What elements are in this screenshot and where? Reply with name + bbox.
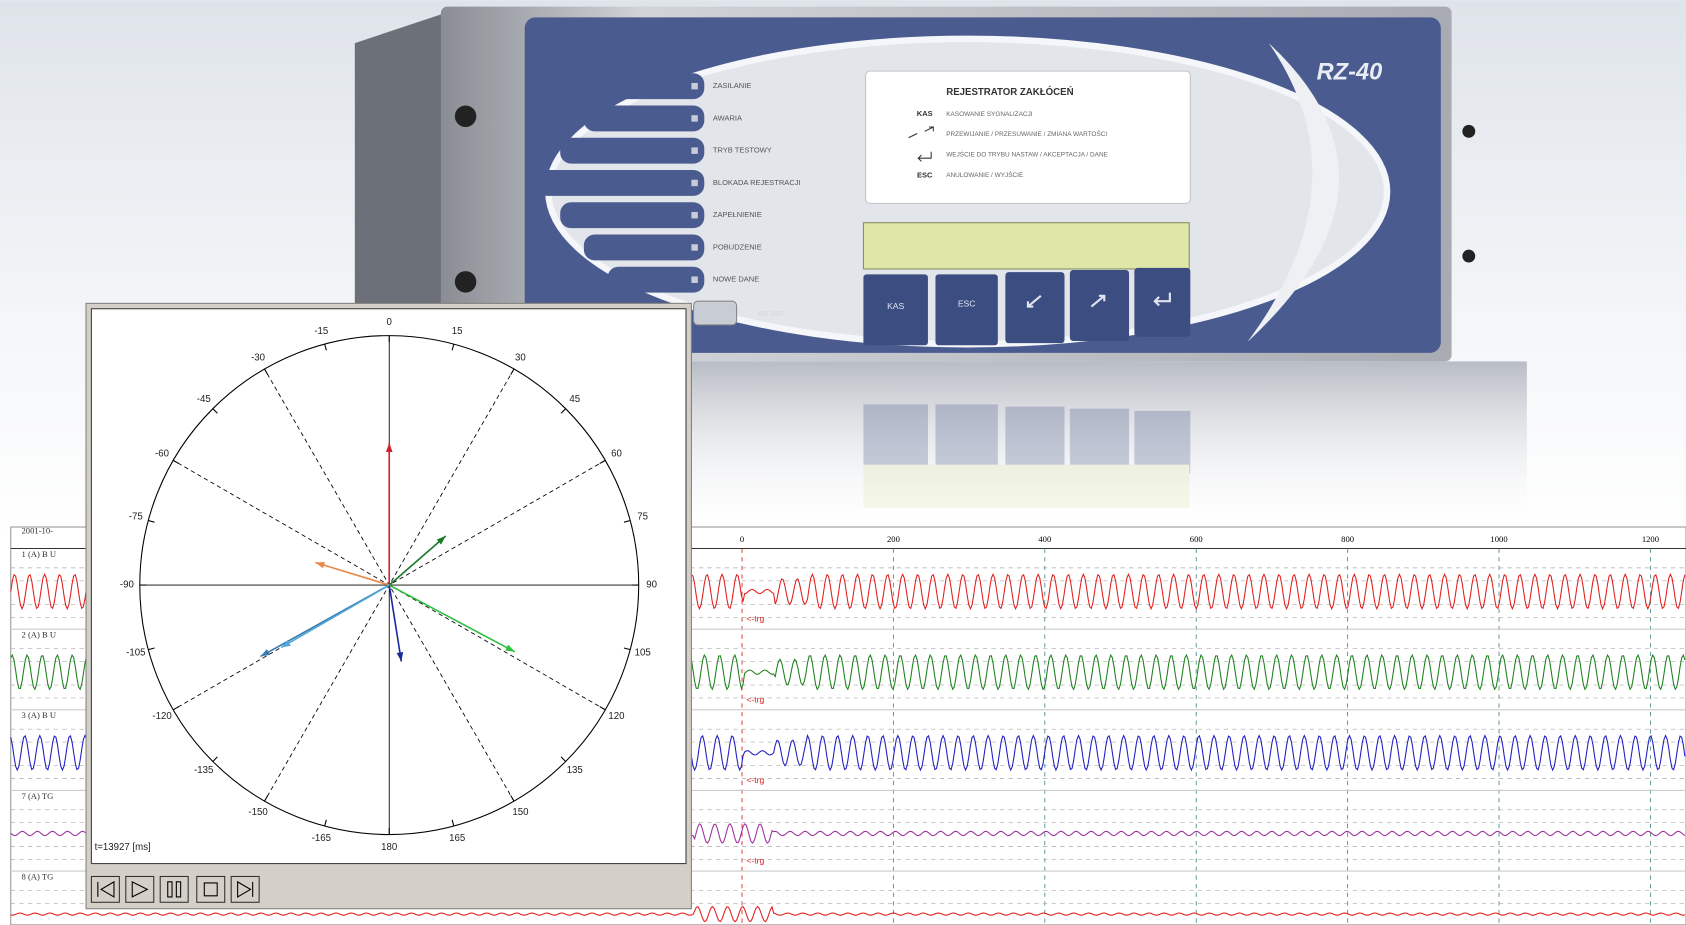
button-label: KAS [887, 301, 904, 311]
angle-label: -60 [155, 448, 169, 459]
reflection-buttons [863, 404, 1190, 507]
x-tick-label: 800 [1341, 534, 1354, 544]
x-tick-label: 200 [887, 534, 900, 544]
button [1005, 272, 1064, 343]
phasor-window: 0 15 30 45 60 75 90 105 120 135 150 165 180 -165 -150 -… [86, 303, 691, 908]
first-button[interactable] [91, 876, 119, 902]
legend-text: WEJŚCIE DO TRYBU NASTAW / AKCEPTACJA / D… [946, 150, 1108, 159]
legend-key: KAS [917, 109, 933, 118]
angle-label: 60 [611, 448, 622, 459]
angle-label: -75 [129, 512, 143, 523]
screen: RZ-40 ZASILANIE AWARIA TRYB TESTOWY BLOKADA… [0, 0, 1686, 925]
button-label: ESC [958, 299, 976, 309]
trigger-label: <-trg [746, 775, 764, 785]
angle-label: 15 [452, 326, 463, 337]
led [691, 83, 697, 89]
channel-label: 2 (A) B U [22, 630, 57, 640]
legend-text: KASOWANIE SYGNALIZACJI [946, 111, 1033, 118]
indicator-stripe [608, 73, 705, 99]
angle-label: 135 [567, 765, 583, 776]
trigger-label: <-trg [746, 614, 764, 624]
record-date: 2001-10- [22, 525, 54, 535]
legend-text: ANULOWANIE / WYJŚCIE [946, 170, 1024, 179]
angle-label: -120 [152, 711, 171, 722]
indicator-label: TRYB TESTOWY [713, 146, 772, 155]
trigger-label: <-trg [746, 856, 764, 866]
angle-label: -15 [314, 326, 328, 337]
channel-label: 7 (A) TG [22, 791, 54, 801]
channel-label: 1 (A) B U [22, 549, 57, 559]
mount-hole [1462, 125, 1475, 138]
angle-label: -90 [120, 580, 134, 591]
x-tick-label: 1200 [1642, 534, 1659, 544]
angle-label: -150 [248, 807, 267, 818]
indicator-stripe [608, 267, 705, 293]
button [935, 274, 997, 345]
angle-label: 120 [608, 711, 624, 722]
mount-hole [455, 271, 477, 293]
x-tick-label: 600 [1190, 534, 1203, 544]
angle-label: -165 [312, 833, 331, 844]
x-tick-label: 400 [1038, 534, 1051, 544]
angle-label: 105 [635, 648, 651, 659]
lcd-display [863, 223, 1189, 269]
legend-key: ESC [917, 170, 933, 179]
connector-label: RS 232 [758, 309, 783, 318]
angle-label: -135 [194, 765, 213, 776]
indicator-label: NOWE DANE [713, 275, 759, 284]
indicator-stripe [584, 106, 704, 132]
angle-label: 150 [512, 807, 528, 818]
model-name: RZ-40 [1317, 60, 1383, 86]
mount-hole [455, 106, 477, 128]
angle-label: 45 [569, 394, 580, 405]
serial-port [694, 301, 737, 325]
indicator-label: ZASILANIE [713, 81, 751, 90]
led [691, 180, 697, 186]
angle-label: -30 [251, 352, 265, 363]
x-tick-label: 1000 [1490, 534, 1507, 544]
x-tick-label: 0 [740, 534, 744, 544]
trigger-label: <-trg [746, 694, 764, 704]
angle-label: 180 [381, 842, 397, 853]
led [691, 147, 697, 153]
angle-label: 165 [449, 833, 465, 844]
time-label: t=13927 [ms] [95, 842, 151, 853]
led [691, 244, 697, 250]
indicator-stripe [560, 202, 704, 228]
stop-button[interactable] [197, 876, 225, 902]
angle-label: -105 [126, 648, 145, 659]
mount-hole [1462, 250, 1475, 263]
indicator-label: ZAPEŁNIENIE [713, 210, 762, 219]
pause-button[interactable] [160, 876, 188, 902]
angle-label: 0 [387, 317, 392, 328]
led [691, 276, 697, 282]
led [691, 115, 697, 121]
indicator-stripe [584, 235, 704, 261]
last-button[interactable] [231, 876, 259, 902]
indicator-stripe [537, 170, 705, 196]
channel-label: 8 (A) TG [22, 872, 54, 882]
angle-label: 30 [515, 352, 526, 363]
angle-label: -45 [197, 394, 211, 405]
channel-label: 3 (A) B U [22, 710, 57, 720]
indicator-label: BLOKADA REJESTRACJI [713, 178, 801, 187]
play-button[interactable] [126, 876, 154, 902]
angle-label: 75 [637, 512, 648, 523]
led [691, 212, 697, 218]
panel-title: REJESTRATOR ZAKŁÓCEŃ [946, 86, 1073, 98]
legend-text: PRZEWIJANIE / PRZESUWANIE / ZMIANA WARTO… [946, 129, 1107, 138]
toolbar [91, 876, 259, 902]
indicator-label: POBUDZENIE [713, 242, 762, 251]
button [1070, 270, 1129, 341]
indicator-stripe [560, 138, 704, 164]
indicator-label: AWARIA [713, 113, 742, 122]
angle-label: 90 [646, 580, 657, 591]
